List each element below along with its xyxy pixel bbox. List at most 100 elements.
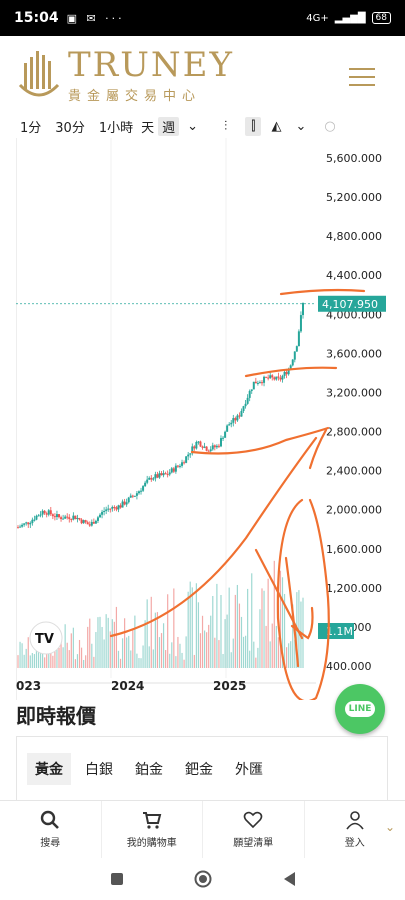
candle-body	[135, 493, 138, 496]
candle-body	[142, 486, 145, 491]
volume-bar	[228, 587, 230, 668]
candle-body	[117, 505, 120, 510]
volume-bar	[193, 654, 195, 668]
price-tick-label: 2,800.000	[326, 426, 382, 439]
last-price-label: 4,107.950	[322, 298, 378, 311]
candle-body	[80, 519, 83, 524]
candle-body	[258, 382, 261, 384]
candle-body	[101, 511, 104, 515]
nav-wishlist[interactable]: 願望清單	[203, 801, 305, 858]
volume-bar	[83, 659, 85, 668]
volume-bar	[232, 638, 234, 668]
home-icon[interactable]	[194, 870, 212, 888]
interval-week[interactable]: 週	[158, 116, 180, 136]
candle-body	[277, 376, 280, 378]
interval-1m[interactable]: 1分	[20, 120, 42, 136]
interval-day[interactable]: 天	[141, 120, 155, 136]
interval-30m[interactable]: 30分	[55, 120, 85, 136]
volume-bar	[42, 641, 44, 668]
candle-body	[144, 482, 147, 487]
volume-bar	[52, 655, 54, 668]
chevron-down-icon[interactable]: ⌄	[384, 820, 395, 834]
candle-body	[58, 514, 61, 518]
volume-bar	[218, 640, 220, 668]
volume-bar	[185, 636, 187, 668]
volume-bar	[48, 644, 50, 668]
candle-body	[119, 505, 122, 508]
nav-search[interactable]: 搜尋	[0, 801, 102, 858]
candle-body	[191, 446, 194, 454]
candle-body	[62, 518, 65, 520]
annotation-strokes	[109, 288, 366, 700]
line-chat-button[interactable]: LINE	[335, 684, 385, 734]
volume-bar	[251, 573, 253, 668]
volume-bar	[39, 653, 42, 668]
chart-toolbar: 1分 30分 1小時 天 週 ⌄ ⫶ ⫿ ◭ ⌄ ○	[16, 114, 405, 138]
price-tick-label: 1,600.000	[326, 543, 382, 556]
volume-bar	[87, 626, 89, 668]
candle-body	[228, 424, 231, 426]
status-time: 15:04	[14, 10, 59, 26]
volume-bar	[72, 627, 74, 668]
candle-body	[170, 468, 173, 473]
recent-apps-icon[interactable]	[110, 872, 124, 886]
volume-bar	[142, 645, 144, 668]
brand-subtitle: 貴金屬交易中心	[68, 88, 202, 104]
settings-icon[interactable]: ○	[324, 118, 336, 134]
candle-body	[107, 508, 110, 510]
nav-cart[interactable]: 我的購物車	[102, 801, 203, 858]
nav-cart-label: 我的購物車	[126, 838, 177, 849]
tradingview-logo-icon[interactable]	[29, 621, 63, 655]
tab-silver[interactable]: 白銀	[85, 761, 113, 778]
volume-bar	[183, 659, 185, 668]
candle-body	[19, 526, 22, 528]
interval-1h[interactable]: 1小時	[98, 120, 134, 136]
candle-body	[254, 381, 257, 384]
chevron-down-icon[interactable]: ⌄	[295, 118, 307, 134]
volume-bar	[197, 602, 200, 668]
tab-forex[interactable]: 外匯	[235, 761, 263, 778]
volume-bar	[253, 641, 255, 668]
tab-platinum[interactable]: 鉑金	[135, 761, 163, 778]
battery-indicator: 68	[371, 12, 391, 24]
volume-bar	[35, 639, 38, 668]
area-type-icon[interactable]: ◭	[271, 118, 282, 134]
candle-body	[84, 520, 87, 523]
candle-body	[295, 346, 298, 352]
candle-body	[265, 376, 268, 378]
volume-bar	[238, 603, 241, 668]
candle-body	[217, 445, 220, 447]
chevron-down-icon[interactable]: ⌄	[187, 118, 199, 134]
candle-body	[76, 518, 79, 520]
candle-body	[269, 375, 272, 379]
tab-palladium[interactable]: 鈀金	[185, 761, 213, 778]
candle-body	[92, 521, 95, 524]
bar-type-icon[interactable]: ⫶	[224, 118, 228, 134]
candle-body	[203, 446, 206, 448]
price-chart[interactable]: 5,600.0005,200.0004,800.0004,400.0004,00…	[16, 138, 389, 700]
candle-body	[185, 456, 188, 463]
candle-type-icon[interactable]: ⫿	[245, 116, 262, 136]
status-bar: 15:04 ▣ ✉ ··· 4G+ ▂▄▆█ 68	[0, 0, 405, 36]
nav-wishlist-label: 願望清單	[233, 838, 274, 849]
volume-bar	[236, 584, 238, 668]
truney-logo-icon[interactable]	[16, 49, 62, 101]
volume-bar	[175, 656, 177, 668]
volume-bar	[113, 621, 115, 668]
menu-icon[interactable]	[349, 68, 375, 92]
candle-body	[209, 449, 212, 452]
volume-bar	[201, 615, 204, 668]
tab-gold[interactable]: 黃金	[27, 752, 71, 785]
candle-body	[289, 365, 292, 370]
candle-body	[242, 406, 245, 411]
candle-body	[86, 522, 89, 525]
candle-body	[174, 465, 177, 472]
candle-body	[94, 520, 97, 524]
candle-body	[103, 510, 106, 512]
nav-login[interactable]: 登入	[305, 801, 405, 858]
signal-icon: ▂▄▆█	[334, 12, 366, 24]
volume-bar	[76, 654, 79, 668]
candle-body	[222, 437, 225, 439]
candle-body	[219, 438, 222, 447]
back-icon[interactable]	[282, 871, 296, 887]
